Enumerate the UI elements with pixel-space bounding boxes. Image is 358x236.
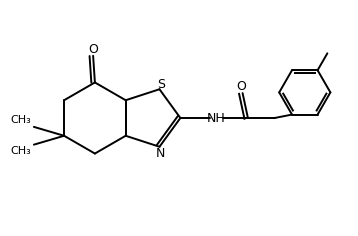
Text: N: N bbox=[155, 147, 165, 160]
Text: NH: NH bbox=[207, 111, 225, 125]
Text: O: O bbox=[88, 43, 98, 56]
Text: O: O bbox=[236, 80, 246, 93]
Text: CH₃: CH₃ bbox=[10, 115, 31, 125]
Text: S: S bbox=[157, 79, 165, 92]
Text: CH₃: CH₃ bbox=[10, 146, 31, 156]
